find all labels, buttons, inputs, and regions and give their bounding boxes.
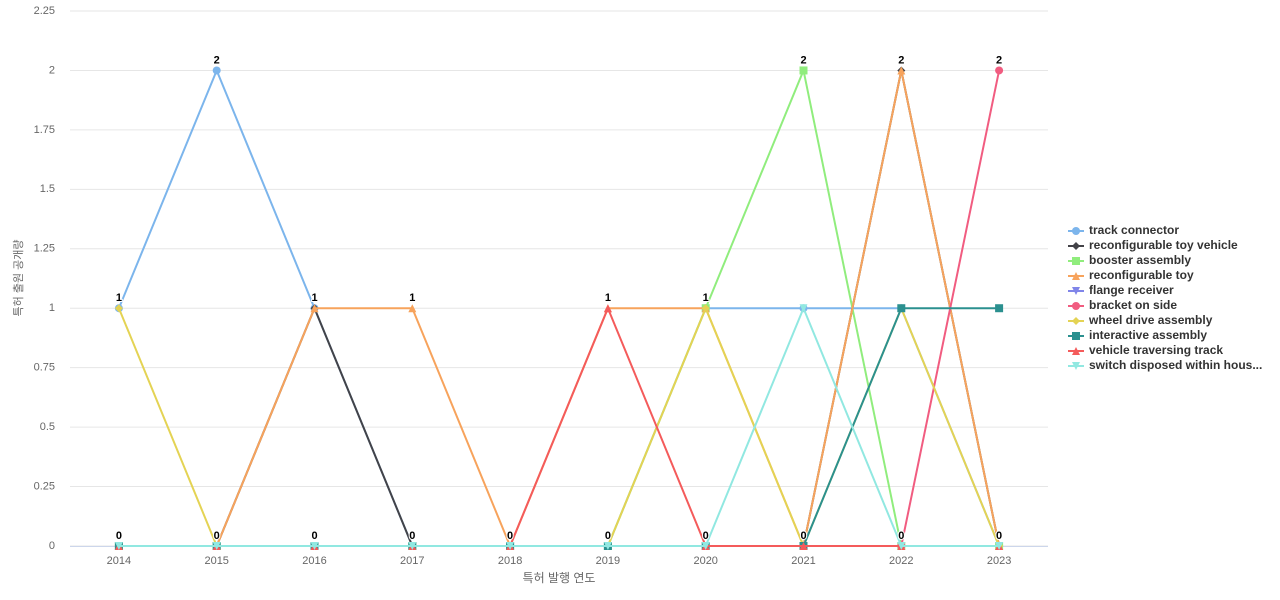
legend-item[interactable]: flange receiver — [1068, 283, 1174, 297]
x-tick-label: 2018 — [498, 555, 522, 567]
point — [995, 542, 1004, 550]
legend-symbol — [1072, 227, 1080, 235]
legend-symbol — [1072, 272, 1080, 280]
legend-label: bracket on side — [1089, 298, 1177, 312]
y-tick-label: 2.25 — [34, 5, 55, 17]
legend-label: reconfigurable toy vehicle — [1089, 238, 1238, 252]
point — [114, 304, 123, 313]
point — [701, 304, 710, 313]
data-label: 1 — [116, 292, 122, 304]
data-label: 1 — [409, 292, 415, 304]
point — [310, 542, 319, 550]
y-tick-label: 1.5 — [40, 183, 55, 195]
data-label: 0 — [703, 530, 709, 542]
point — [995, 66, 1004, 75]
data-label: 0 — [507, 530, 513, 542]
legend-item[interactable]: bracket on side — [1068, 298, 1177, 312]
legend-symbol — [1072, 317, 1080, 325]
point — [212, 66, 221, 75]
y-tick-label: 0.5 — [40, 421, 55, 433]
legend-symbol — [1072, 242, 1080, 250]
legend-label: vehicle traversing track — [1089, 343, 1223, 357]
data-label: 1 — [311, 292, 317, 304]
legend-item[interactable]: reconfigurable toy — [1068, 268, 1194, 282]
data-label: 0 — [898, 530, 904, 542]
data-label: 0 — [996, 530, 1002, 542]
y-tick-label: 1.75 — [34, 124, 55, 136]
legend-label: reconfigurable toy — [1089, 268, 1194, 282]
legend-symbol — [1072, 362, 1080, 370]
legend-label: booster assembly — [1089, 253, 1191, 267]
y-tick-label: 2 — [49, 64, 55, 76]
legend-symbol — [1072, 302, 1080, 310]
data-label: 1 — [703, 292, 709, 304]
legend-item[interactable]: wheel drive assembly — [1068, 313, 1213, 327]
y-tick-label: 0.25 — [34, 480, 55, 492]
legend-label: flange receiver — [1089, 283, 1174, 297]
x-tick-label: 2015 — [204, 555, 228, 567]
y-tick-label: 1.25 — [34, 243, 55, 255]
data-label: 2 — [214, 54, 220, 66]
x-tick-label: 2021 — [791, 555, 815, 567]
legend-symbol — [1072, 287, 1080, 295]
legend-symbol — [1072, 332, 1080, 340]
point — [799, 542, 808, 550]
x-tick-label: 2014 — [107, 555, 131, 567]
point — [995, 304, 1004, 313]
x-tick-label: 2020 — [693, 555, 717, 567]
point — [506, 542, 515, 550]
point — [799, 304, 808, 313]
legend-item[interactable]: interactive assembly — [1068, 328, 1207, 342]
point — [897, 304, 906, 313]
data-label: 0 — [605, 530, 611, 542]
legend-symbol — [1072, 257, 1080, 265]
point — [408, 304, 417, 313]
point — [799, 66, 808, 75]
series — [114, 304, 1004, 550]
series-line — [118, 305, 1000, 547]
data-label: 2 — [800, 54, 806, 66]
x-tick-label: 2016 — [302, 555, 326, 567]
legend-label: wheel drive assembly — [1088, 313, 1213, 327]
x-tick-label: 2019 — [596, 555, 620, 567]
x-tick-label: 2017 — [400, 555, 424, 567]
point — [897, 66, 906, 75]
legend-symbol — [1072, 347, 1080, 355]
data-label: 0 — [116, 530, 122, 542]
legend-item[interactable]: vehicle traversing track — [1068, 343, 1223, 357]
x-axis-title: 특허 발행 연도 — [523, 570, 596, 585]
point — [603, 542, 612, 550]
point — [310, 304, 319, 313]
legend-label: interactive assembly — [1089, 328, 1207, 342]
y-tick-label: 1 — [49, 302, 55, 314]
data-label: 1 — [605, 292, 611, 304]
data-label: 2 — [996, 54, 1002, 66]
x-tick-label: 2022 — [889, 555, 913, 567]
point — [212, 542, 221, 550]
y-tick-label: 0 — [49, 540, 55, 552]
point — [408, 542, 417, 550]
point — [114, 542, 123, 550]
data-label: 0 — [800, 530, 806, 542]
data-label: 2 — [898, 54, 904, 66]
point — [897, 542, 906, 550]
y-axis-title: 특허 출원 공개량 — [12, 240, 25, 317]
data-label: 0 — [214, 530, 220, 542]
legend-item[interactable]: switch disposed within hous... — [1068, 358, 1262, 372]
legend-label: track connector — [1089, 223, 1179, 237]
y-tick-label: 0.75 — [34, 362, 55, 374]
x-tick-label: 2023 — [987, 555, 1011, 567]
point — [701, 542, 710, 550]
point — [603, 304, 612, 313]
data-label: 0 — [311, 530, 317, 542]
legend-item[interactable]: booster assembly — [1068, 253, 1191, 267]
legend-label: switch disposed within hous... — [1089, 358, 1262, 372]
legend-item[interactable]: track connector — [1068, 223, 1179, 237]
legend-item[interactable]: reconfigurable toy vehicle — [1068, 238, 1238, 252]
data-label: 0 — [409, 530, 415, 542]
